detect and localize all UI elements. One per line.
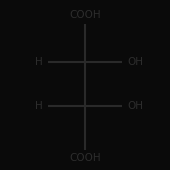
Text: OH: OH xyxy=(128,101,143,111)
Text: COOH: COOH xyxy=(69,153,101,163)
Text: H: H xyxy=(35,101,42,111)
Text: OH: OH xyxy=(128,57,143,67)
Text: COOH: COOH xyxy=(69,10,101,20)
Text: H: H xyxy=(35,57,42,67)
